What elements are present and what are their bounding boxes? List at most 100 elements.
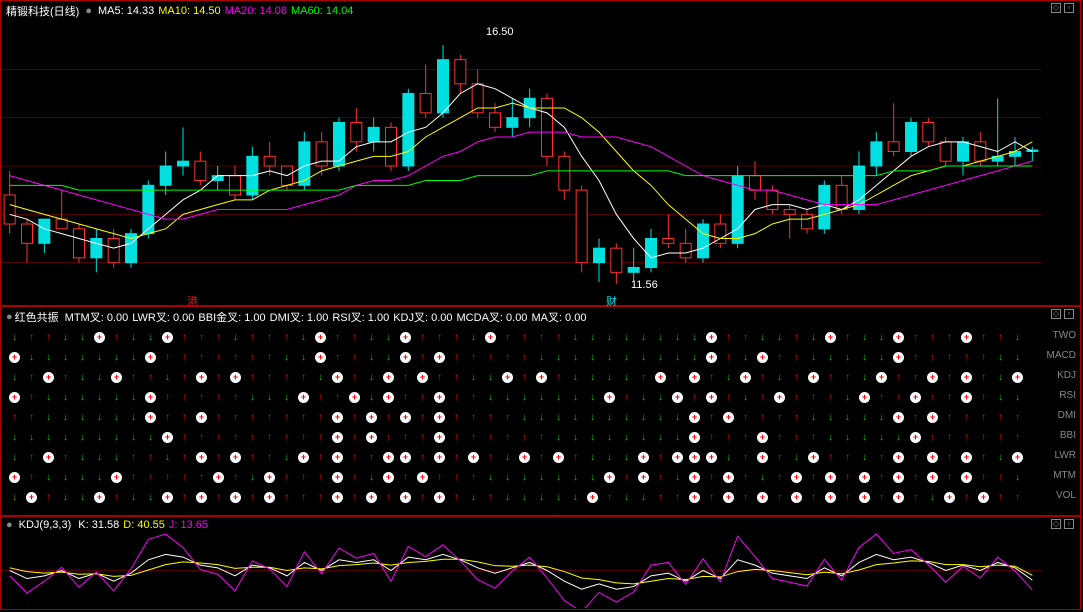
signal-down-icon: ↓ (108, 392, 125, 403)
signal-stat: RSI叉: 1.00 (332, 312, 389, 324)
signal-cross-icon: + (397, 492, 414, 503)
signal-up-icon: ↑ (907, 452, 924, 463)
signal-cross-icon: + (380, 372, 397, 383)
signal-cross-icon: + (329, 432, 346, 443)
signal-down-icon: ↓ (873, 352, 890, 363)
signal-down-icon: ↓ (618, 412, 635, 423)
signal-cross-icon: + (890, 472, 907, 483)
signal-cross-icon: + (312, 332, 329, 343)
signal-up-icon: ↑ (431, 332, 448, 343)
signal-cross-icon: + (720, 492, 737, 503)
signal-up-icon: ↑ (227, 412, 244, 423)
panel-menu-icon[interactable]: ◇ (1051, 519, 1061, 529)
signal-down-icon: ↓ (635, 332, 652, 343)
signal-up-icon: ↑ (346, 432, 363, 443)
kdj-chart[interactable] (1, 533, 1080, 608)
signal-cross-icon: + (380, 452, 397, 463)
signal-cross-icon: + (788, 492, 805, 503)
signal-up-icon: ↑ (635, 372, 652, 383)
signal-up-icon: ↑ (397, 372, 414, 383)
signal-up-icon: ↑ (261, 452, 278, 463)
signal-down-icon: ↓ (6, 432, 23, 443)
signal-up-icon: ↑ (210, 412, 227, 423)
panel-close-icon[interactable]: ▫ (1064, 3, 1074, 13)
signal-down-icon: ↓ (550, 412, 567, 423)
signal-down-icon: ↓ (635, 432, 652, 443)
signal-down-icon: ↓ (856, 452, 873, 463)
signal-cross-icon: + (227, 372, 244, 383)
signal-up-icon: ↑ (550, 372, 567, 383)
signal-down-icon: ↓ (856, 432, 873, 443)
signal-up-icon: ↑ (346, 492, 363, 503)
signal-down-icon: ↓ (822, 412, 839, 423)
signal-up-icon: ↑ (380, 432, 397, 443)
signal-up-icon: ↑ (227, 432, 244, 443)
signal-down-icon: ↓ (516, 412, 533, 423)
signal-up-icon: ↑ (57, 452, 74, 463)
signal-cross-icon: + (431, 412, 448, 423)
signal-down-icon: ↓ (533, 392, 550, 403)
panel-close-icon[interactable]: ▫ (1064, 519, 1074, 529)
candlestick-panel: 精锻科技(日线) ● MA5: 14.33MA10: 14.50MA20: 14… (0, 0, 1081, 306)
signal-cross-icon: + (6, 352, 23, 363)
signal-row: +↑↓↓↓↓+↑↑↑↑↑+↑↓+↑↑↑+↑↓+↑+↑↑↑↓↓↓↓↓↓↓+↑+↑↓… (1, 467, 1080, 487)
ma-label-ma20: MA20: 14.08 (225, 5, 287, 17)
signal-cross-icon: + (890, 412, 907, 423)
signal-cross-icon: + (873, 372, 890, 383)
signal-down-icon: ↓ (295, 332, 312, 343)
signal-up-icon: ↑ (278, 492, 295, 503)
signal-row: +↓↓↓↓↓↓↓+↑↑↑↑↑↑↑↓↓+↑↑↓↓+↑+↑↑↑↑↑↓↓↓↓↓↓↓↓↓… (1, 347, 1080, 367)
price-low-label: 11.56 (631, 279, 658, 291)
signal-down-icon: ↓ (873, 432, 890, 443)
signal-down-icon: ↓ (465, 492, 482, 503)
signal-up-icon: ↑ (533, 332, 550, 343)
signal-up-icon: ↑ (754, 412, 771, 423)
panel-close-icon[interactable]: ▫ (1064, 309, 1074, 319)
candlestick-chart[interactable]: 港 财 16.50 11.56 (1, 21, 1080, 311)
signal-cross-icon: + (193, 492, 210, 503)
signal-cross-icon: + (397, 412, 414, 423)
signal-down-icon: ↓ (567, 492, 584, 503)
ma-label-ma60: MA60: 14.04 (291, 5, 353, 17)
signal-up-icon: ↑ (176, 472, 193, 483)
panel-menu-icon[interactable]: ◇ (1051, 309, 1061, 319)
signal-up-icon: ↑ (210, 392, 227, 403)
signal-cross-icon: + (958, 392, 975, 403)
signal-down-icon: ↓ (57, 412, 74, 423)
signal-down-icon: ↓ (125, 412, 142, 423)
signal-up-icon: ↑ (414, 452, 431, 463)
signal-down-icon: ↓ (499, 392, 516, 403)
signal-up-icon: ↑ (176, 332, 193, 343)
signal-up-icon: ↑ (788, 412, 805, 423)
signal-down-icon: ↓ (482, 372, 499, 383)
signal-cross-icon: + (652, 372, 669, 383)
signal-up-icon: ↑ (839, 452, 856, 463)
signal-down-icon: ↓ (805, 332, 822, 343)
signal-down-icon: ↓ (108, 352, 125, 363)
signal-cross-icon: + (261, 492, 278, 503)
signal-up-icon: ↑ (482, 352, 499, 363)
signal-down-icon: ↓ (57, 332, 74, 343)
signal-up-icon: ↑ (941, 332, 958, 343)
signal-down-icon: ↓ (57, 492, 74, 503)
signal-cross-icon: + (261, 472, 278, 483)
signal-stat: LWR叉: 0.00 (132, 312, 194, 324)
panel-menu-icon[interactable]: ◇ (1051, 3, 1061, 13)
signal-up-icon: ↑ (261, 372, 278, 383)
signal-up-icon: ↑ (244, 412, 261, 423)
signal-up-icon: ↑ (771, 452, 788, 463)
signal-up-icon: ↑ (907, 332, 924, 343)
signal-down-icon: ↓ (244, 392, 261, 403)
signal-down-icon: ↓ (125, 432, 142, 443)
signal-down-icon: ↓ (771, 332, 788, 343)
signal-down-icon: ↓ (567, 372, 584, 383)
signal-up-icon: ↑ (771, 352, 788, 363)
signal-cross-icon: + (788, 472, 805, 483)
signal-down-icon: ↓ (125, 352, 142, 363)
signal-cross-icon: + (686, 432, 703, 443)
signal-up-icon: ↑ (652, 452, 669, 463)
signal-cross-icon: + (924, 412, 941, 423)
signal-down-icon: ↓ (601, 332, 618, 343)
signal-up-icon: ↑ (414, 352, 431, 363)
kdj-header: ● KDJ(9,3,3) K: 31.58D: 40.55J: 13.65 (1, 517, 1080, 533)
